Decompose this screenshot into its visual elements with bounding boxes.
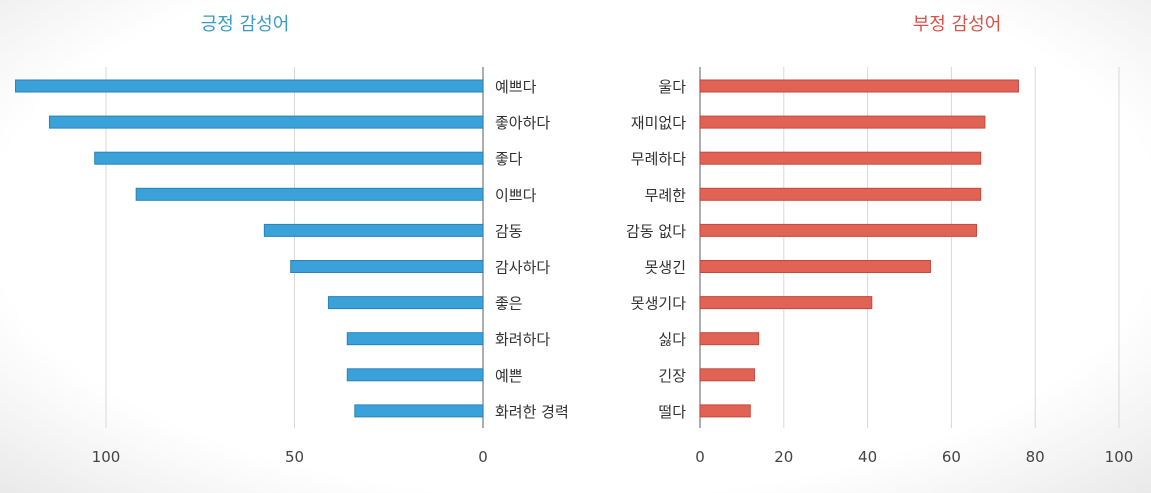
negative-tick-label: 100 [1105,448,1134,466]
positive-bar-8 [346,332,484,346]
negative-tick-label: 60 [942,448,961,466]
positive-bar-9 [346,368,484,382]
negative-category-label: 긴장 [658,367,686,385]
negative-category-label: 무례한 [645,186,687,204]
negative-category-label: 싫다 [658,331,686,349]
positive-bar-10 [354,404,484,418]
positive-chart-title: 긍정 감성어 [201,14,290,35]
positive-bar-2 [48,115,484,129]
negative-bar-2 [699,115,986,129]
positive-tick-label: 100 [92,448,121,466]
negative-category-label: 못생기다 [631,295,686,313]
positive-bar-7 [327,296,484,310]
positive-bar-3 [94,151,484,165]
positive-category-label: 감사하다 [495,259,550,277]
negative-category-label: 재미없다 [631,114,686,132]
tick-labels: 0 50 100 0 20 40 60 80 100 [92,448,1134,466]
negative-bar-10 [699,404,751,418]
negative-category-label: 떨다 [658,403,686,421]
positive-category-label: 화려하다 [495,331,550,349]
positive-category-label: 좋아하다 [495,114,550,132]
positive-category-label: 화려한 경력 [495,403,569,421]
negative-tick-label: 0 [695,448,705,466]
negative-chart-title: 부정 감성어 [913,14,1002,35]
positive-category-label: 예쁘다 [495,78,537,96]
negative-bar-5 [699,223,978,237]
negative-tick-label: 20 [774,448,793,466]
positive-bar-4 [135,187,484,201]
positive-bar-1 [15,79,484,93]
negative-category-label: 감동 없다 [626,222,686,240]
negative-bar-3 [699,151,982,165]
positive-category-label: 감동 [495,222,523,240]
positive-category-label: 좋은 [495,295,523,313]
negative-tick-label: 40 [858,448,877,466]
negative-bar-1 [699,79,1019,93]
negative-bar-8 [699,332,760,346]
positive-category-label: 좋다 [495,150,523,168]
negative-category-label: 못생긴 [645,259,686,277]
negative-category-label: 울다 [658,78,686,96]
positive-tick-label: 0 [478,448,488,466]
negative-tick-label: 80 [1026,448,1045,466]
positive-bar-6 [290,260,484,273]
negative-bar-7 [699,296,873,310]
negative-bar-4 [699,187,982,201]
negative-bar-6 [699,260,931,273]
negative-category-label: 무례하다 [631,150,686,168]
positive-category-label: 예쁜 [495,367,523,385]
bars [15,79,1019,418]
negative-bar-9 [699,368,755,382]
positive-bar-5 [263,223,484,237]
positive-category-label: 이쁘다 [495,186,537,204]
positive-tick-label: 50 [285,448,304,466]
